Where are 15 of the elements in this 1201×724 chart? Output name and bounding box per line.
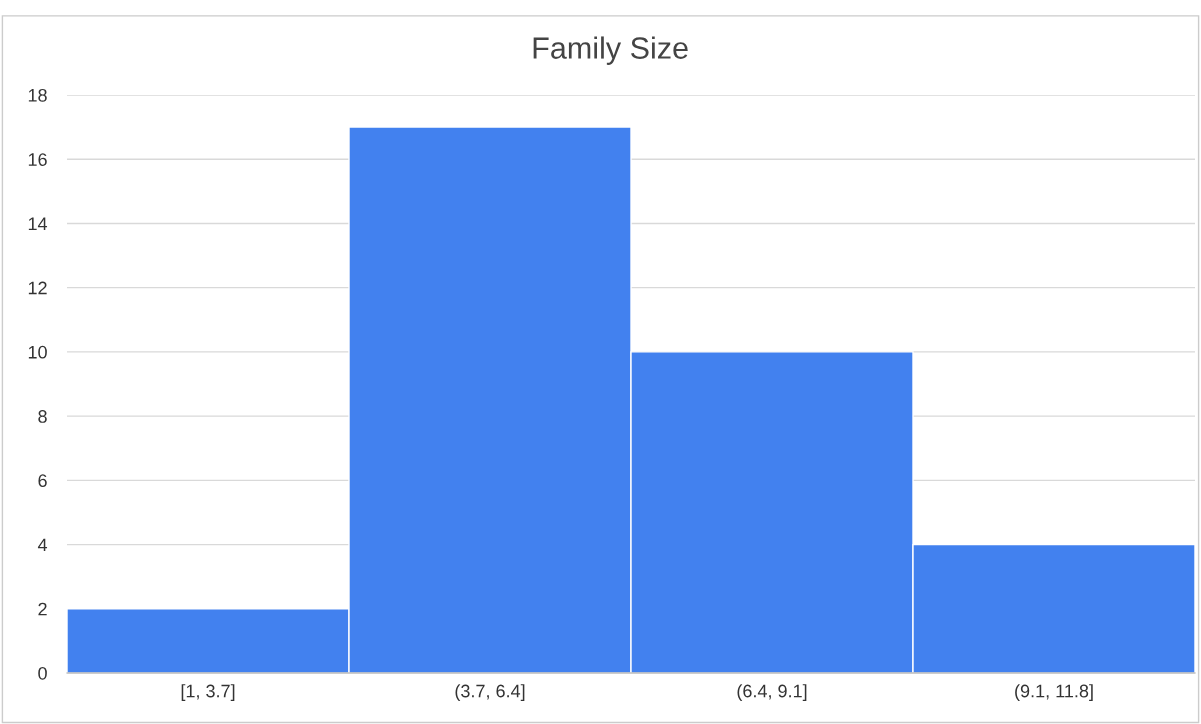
y-tick-label: 4 — [37, 538, 48, 552]
x-tick-label: (9.1, 11.8] — [1015, 684, 1093, 701]
chart-title: Family Size — [533, 36, 688, 65]
y-tick-label: 14 — [28, 217, 48, 230]
y-tick-label: 10 — [28, 345, 47, 359]
x-tick-label: (6.4, 9.1] — [737, 684, 807, 701]
y-tick-label: 2 — [38, 602, 47, 616]
x-tick-label: (3.7, 6.4] — [455, 684, 525, 701]
y-tick-label: 0 — [38, 666, 47, 680]
x-tick-label: [1, 3.7] — [181, 684, 235, 701]
y-tick-label: 18 — [28, 88, 47, 102]
y-tick-label: 8 — [38, 410, 47, 423]
y-tick-label: 6 — [38, 474, 47, 488]
y-tick-label: 12 — [28, 281, 47, 295]
y-tick-label: 16 — [28, 153, 47, 166]
